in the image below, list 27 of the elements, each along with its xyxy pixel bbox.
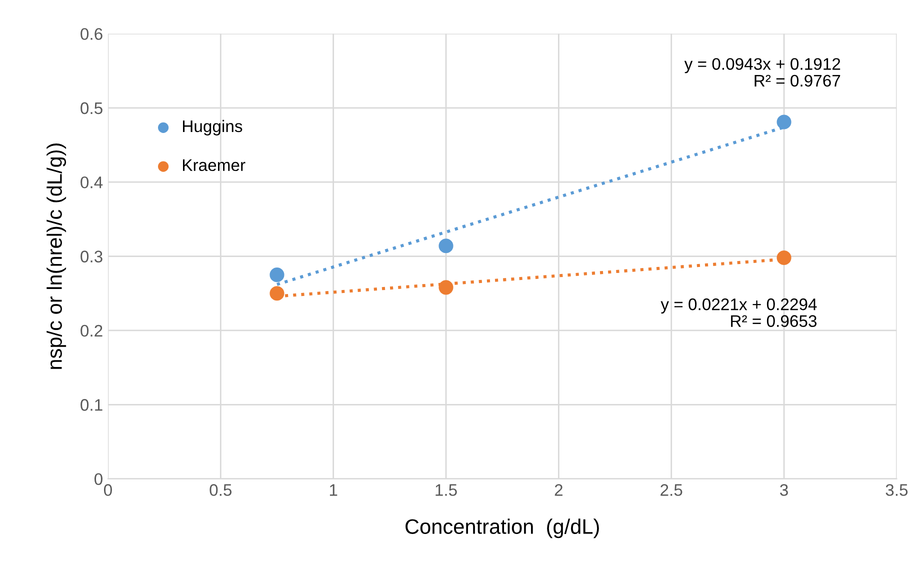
y-tick-label: 0.2 [80, 324, 102, 337]
point [438, 238, 454, 254]
x-axis-title: Concentration (g/dL) [406, 518, 599, 538]
point [438, 280, 454, 295]
point [776, 250, 792, 266]
y-tick-label: 0.5 [80, 102, 102, 114]
x-tick-label: 1 [330, 484, 338, 496]
x-tick-label: 0.5 [210, 484, 232, 496]
point [270, 268, 284, 282]
annotation: y = 0.0221x + 0.2294 R² = 0.9653 [660, 298, 817, 327]
x-tick-label: 1.5 [436, 484, 457, 496]
y-axis-title: nsp/c or ln(nrel)/c (dL/g)) [46, 144, 66, 369]
y-tick-label: 0.4 [80, 176, 103, 188]
x-tick-label: 3 [780, 484, 788, 496]
y-tick-label: 0.6 [80, 28, 102, 40]
y-tick-label: 0 [94, 473, 102, 486]
legend-label: Huggins [183, 120, 242, 136]
legend-label: Kraemer [183, 159, 246, 172]
y-tick-label: 0.3 [80, 250, 102, 262]
x-tick-label: 0 [104, 484, 112, 496]
point [270, 286, 284, 301]
x-tick-label: 2 [554, 484, 562, 496]
x-tick-label: 2.5 [660, 484, 682, 496]
y-tick-label: 0.1 [80, 399, 102, 411]
annotation: y = 0.0943x + 0.1912 R² = 0.9767 [684, 58, 840, 87]
point [776, 114, 792, 130]
x-tick-label: 3.5 [886, 484, 908, 496]
